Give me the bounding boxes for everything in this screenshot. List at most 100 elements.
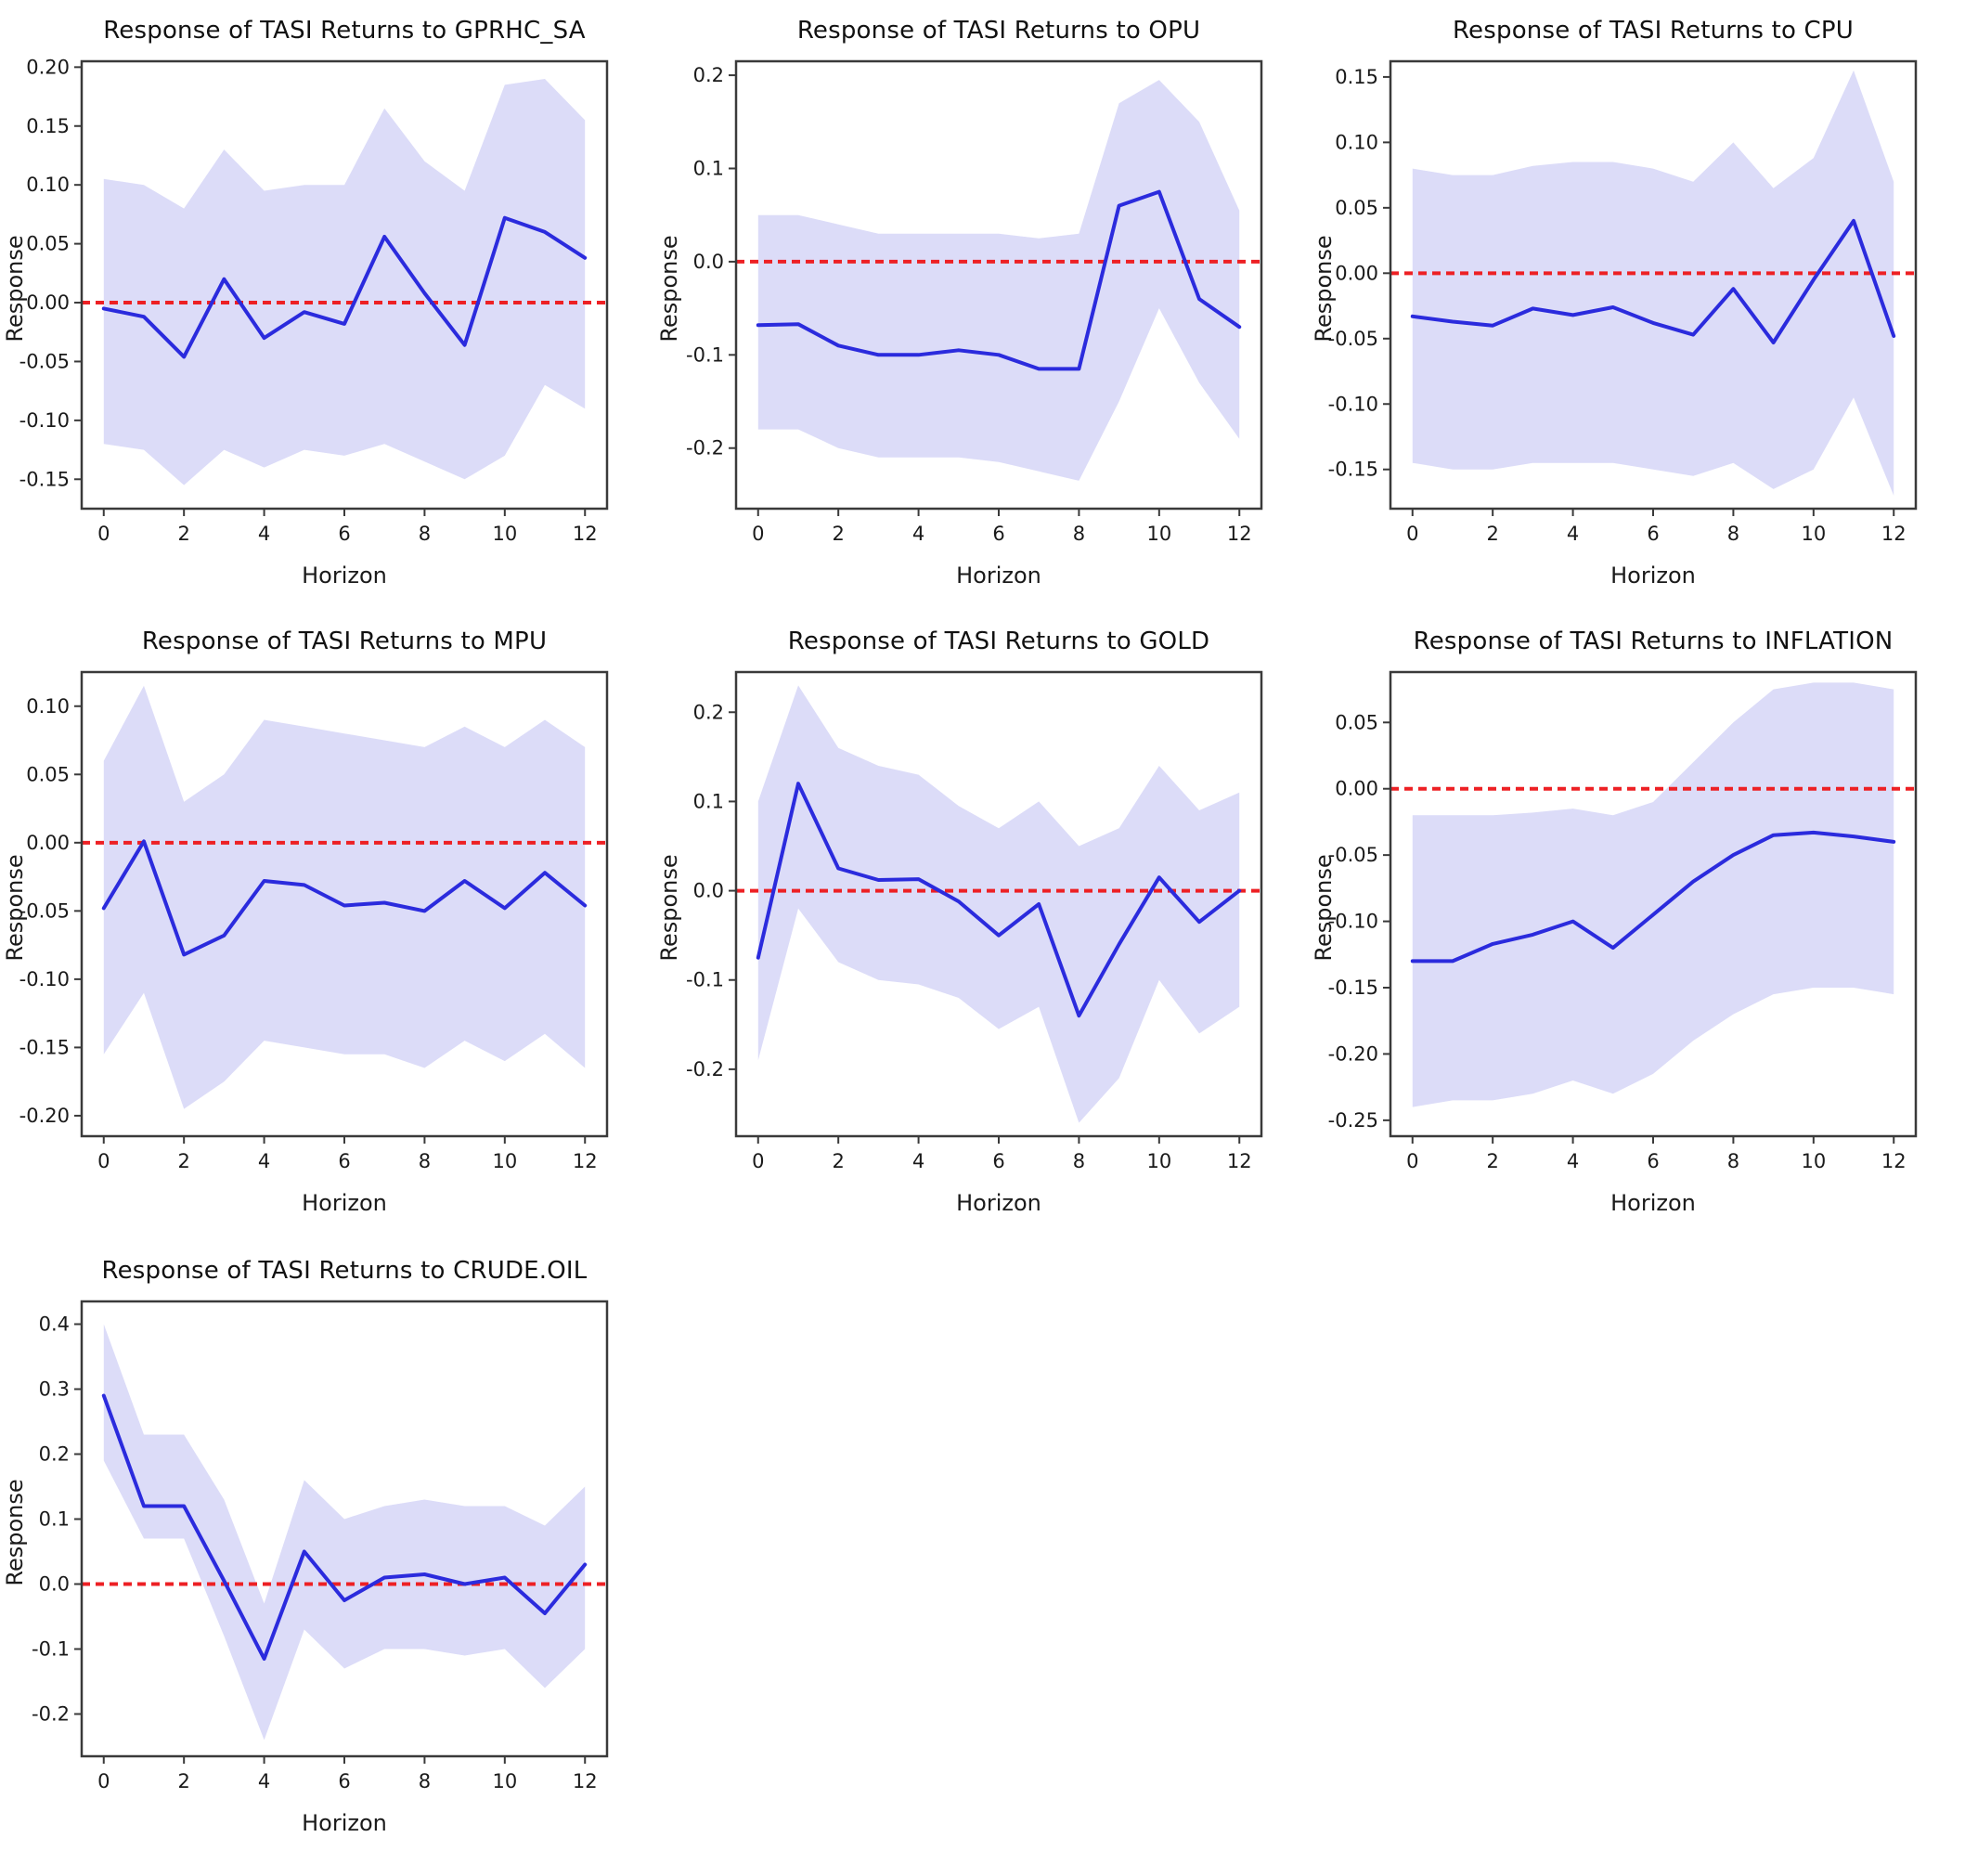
svg-text:8: 8 [1727,1150,1739,1172]
y-axis-label: Response [1311,854,1337,962]
svg-text:2: 2 [1486,523,1498,545]
svg-text:10: 10 [1801,523,1826,545]
y-axis-label: Response [2,1479,28,1586]
svg-text:0.2: 0.2 [39,1443,70,1466]
svg-text:0.0: 0.0 [693,251,724,273]
svg-text:0.1: 0.1 [39,1508,70,1531]
svg-text:6: 6 [338,523,350,545]
svg-text:2: 2 [1486,1150,1498,1172]
svg-text:-0.05: -0.05 [19,350,70,372]
svg-text:8: 8 [419,1770,431,1792]
svg-text:-0.10: -0.10 [19,409,70,432]
chart-title: Response of TASI Returns to CRUDE.OIL [101,1257,588,1285]
svg-text:0: 0 [752,1150,764,1172]
svg-text:6: 6 [338,1770,350,1792]
x-axis-label: Horizon [1610,563,1696,589]
svg-text:-0.2: -0.2 [686,1058,724,1080]
svg-text:-0.05: -0.05 [1328,328,1378,350]
plot-area-wrap: Response 0.10 0.05 0.00 -0.05 -0.10 -0.15 -0.2… [0,659,622,1188]
svg-text:6: 6 [992,1150,1004,1172]
irf-chart: 0.20 0.15 0.10 0.05 0.00 -0.05 -0.10 -0.15 0 2 4 6 8… [19,56,609,545]
svg-text:4: 4 [912,523,924,545]
plot-area-wrap: Response 0.4 0.3 0.2 0.1 0.0 -0.1 -0.2 0 2 4 6 8 10 1… [0,1288,622,1808]
chart-title: Response of TASI Returns to INFLATION [1413,627,1894,655]
svg-text:-0.05: -0.05 [19,899,70,922]
svg-text:6: 6 [992,523,1004,545]
y-axis-label: Response [2,235,28,343]
svg-text:12: 12 [1227,523,1252,545]
svg-text:0.05: 0.05 [1335,711,1378,733]
svg-text:0.1: 0.1 [693,157,724,179]
svg-text:8: 8 [1727,523,1739,545]
svg-text:12: 12 [1881,1150,1907,1172]
svg-text:2: 2 [177,1150,189,1172]
svg-text:4: 4 [258,523,270,545]
svg-text:-0.1: -0.1 [686,343,724,366]
chart-panel-crude-oil: Response of TASI Returns to CRUDE.OIL Re… [0,1246,654,1858]
svg-text:12: 12 [1227,1150,1252,1172]
svg-text:-0.15: -0.15 [1328,977,1378,999]
chart-title: Response of TASI Returns to GPRHC_SA [103,17,586,45]
svg-text:12: 12 [573,523,598,545]
svg-text:0.10: 0.10 [26,695,70,718]
svg-text:0.05: 0.05 [26,763,70,785]
svg-text:-0.2: -0.2 [686,437,724,459]
svg-text:6: 6 [1647,1150,1659,1172]
irf-chart: 0.2 0.1 0.0 -0.1 -0.2 0 2 4 6 8 10 12 [686,670,1263,1172]
svg-text:-0.05: -0.05 [1328,844,1378,866]
svg-text:6: 6 [1647,523,1659,545]
svg-text:12: 12 [573,1150,598,1172]
plot-area-wrap: Response 0.05 0.00 -0.05 -0.10 -0.15 -0.20 -0.… [1309,659,1931,1188]
svg-text:10: 10 [492,1150,517,1172]
x-axis-label: Horizon [1610,1190,1696,1216]
chart-title: Response of TASI Returns to OPU [796,17,1201,45]
svg-text:10: 10 [1146,1150,1171,1172]
svg-text:0.00: 0.00 [26,832,70,854]
chart-panel-inflation: Response of TASI Returns to INFLATION Re… [1309,616,1963,1246]
svg-text:4: 4 [258,1150,270,1172]
svg-text:-0.15: -0.15 [1328,459,1378,481]
plot-area-wrap: Response 0.15 0.10 0.05 0.00 -0.05 -0.10 -0.15… [1309,48,1931,561]
svg-text:2: 2 [832,1150,844,1172]
chart-panel-cpu: Response of TASI Returns to CPU Response… [1309,6,1963,616]
irf-chart: 0.10 0.05 0.00 -0.05 -0.10 -0.15 -0.20 0 2 4 6 8 10 1… [19,670,609,1172]
svg-text:-0.2: -0.2 [32,1703,70,1726]
svg-text:8: 8 [1073,523,1085,545]
svg-text:0.05: 0.05 [26,233,70,255]
plot-area-wrap: Response 0.2 0.1 0.0 -0.1 -0.2 0 2 4 6 8 10 12 [654,659,1276,1188]
chart-panel-mpu: Response of TASI Returns to MPU Response… [0,616,654,1246]
svg-text:0.00: 0.00 [26,291,70,314]
svg-text:0.15: 0.15 [26,115,70,137]
x-axis-label: Horizon [956,563,1041,589]
svg-text:-0.15: -0.15 [19,468,70,490]
svg-text:0: 0 [97,1770,110,1792]
svg-text:8: 8 [419,1150,431,1172]
svg-text:0.2: 0.2 [693,701,724,723]
chart-title: Response of TASI Returns to GOLD [787,627,1210,655]
svg-text:12: 12 [1881,523,1907,545]
svg-text:0.05: 0.05 [1335,197,1378,219]
chart-panel-gold: Response of TASI Returns to GOLD Respons… [654,616,1309,1246]
svg-text:6: 6 [338,1150,350,1172]
svg-text:8: 8 [419,523,431,545]
svg-text:0: 0 [97,1150,110,1172]
svg-text:-0.20: -0.20 [1328,1042,1378,1065]
svg-text:8: 8 [1073,1150,1085,1172]
y-axis-label: Response [656,235,682,343]
x-axis-label: Horizon [302,1810,387,1836]
svg-text:10: 10 [1146,523,1171,545]
svg-text:0.10: 0.10 [26,174,70,196]
svg-text:0.20: 0.20 [26,56,70,78]
svg-text:0: 0 [97,523,110,545]
irf-chart: 0.4 0.3 0.2 0.1 0.0 -0.1 -0.2 0 2 4 6 8 10 12 [32,1300,609,1792]
x-axis-label: Horizon [302,563,387,589]
svg-text:0: 0 [752,523,764,545]
y-axis-label: Response [656,854,682,962]
svg-text:10: 10 [492,1770,517,1792]
svg-text:0.0: 0.0 [693,880,724,902]
svg-text:-0.25: -0.25 [1328,1109,1378,1132]
svg-text:-0.10: -0.10 [19,968,70,990]
chart-panel-gprhc-sa: Response of TASI Returns to GPRHC_SA Res… [0,6,654,616]
svg-text:0.15: 0.15 [1335,66,1378,88]
y-axis-label: Response [2,854,28,962]
